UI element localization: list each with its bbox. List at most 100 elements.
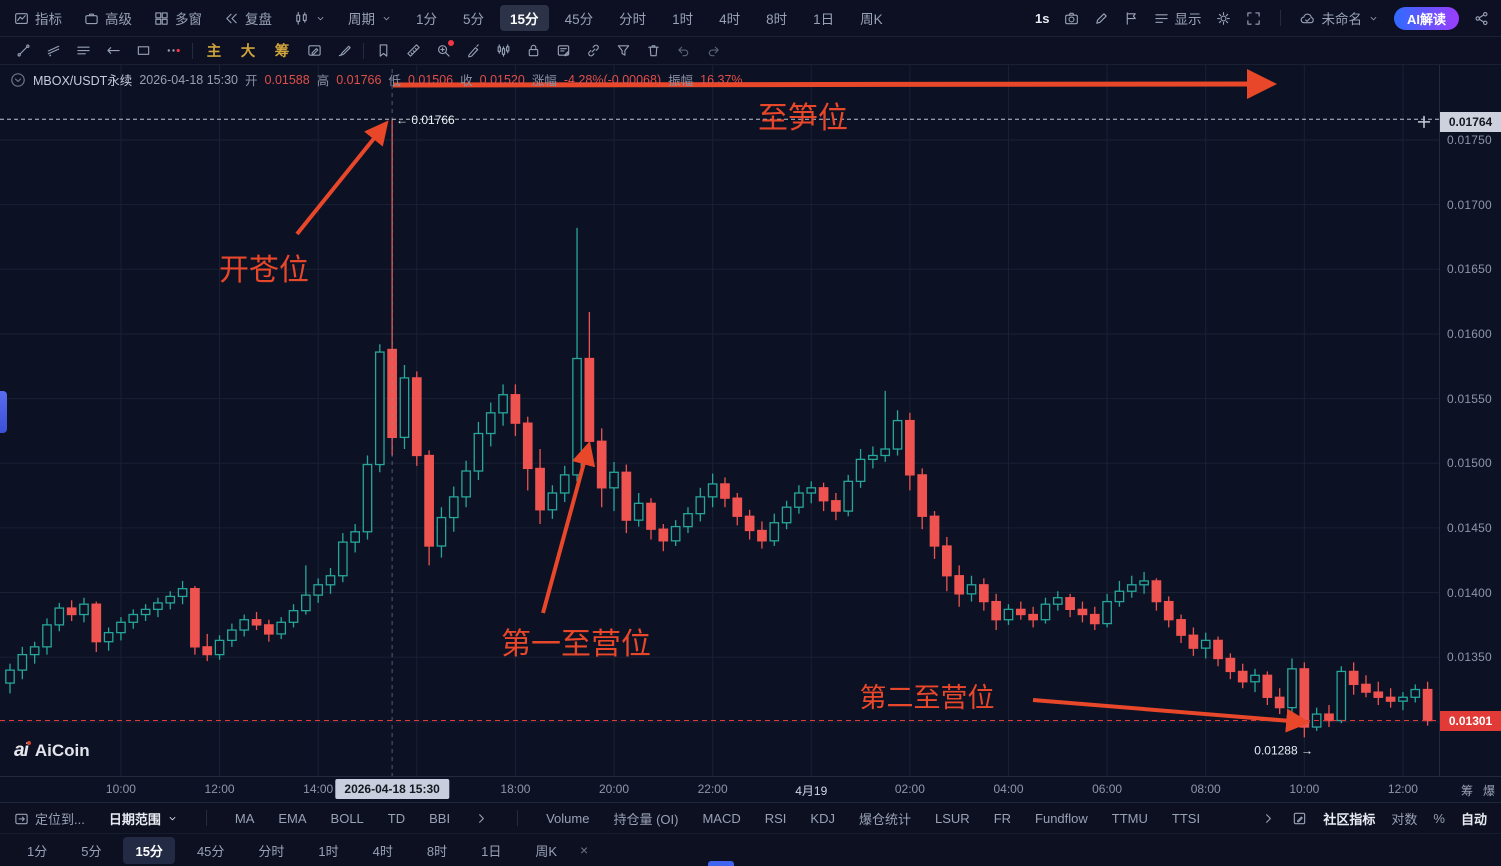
hlines-tool[interactable] [68, 39, 98, 63]
panel-toggle-大[interactable]: 大 [240, 44, 256, 60]
crosshair-handle-icon[interactable] [1418, 115, 1430, 128]
community-indicators-button[interactable]: 社区指标 [1323, 811, 1376, 827]
lock-tool[interactable] [518, 39, 548, 63]
dots-tool[interactable] [158, 39, 188, 63]
overlay-BOLL[interactable]: BOLL [330, 810, 364, 826]
timeframe-分时[interactable]: 分时 [619, 12, 647, 27]
locate-button[interactable]: 定位到... [14, 809, 85, 828]
note-tool[interactable] [548, 39, 578, 63]
pencil-icon[interactable] [1094, 11, 1109, 26]
trash-tool[interactable] [638, 39, 668, 63]
period-selector[interactable]: 周期 [337, 8, 403, 28]
overlay-BBI[interactable]: BBI [429, 810, 451, 826]
indicator-爆仓统计[interactable]: 爆仓统计 [858, 811, 911, 827]
annotation-text[interactable]: 第二至营位 [860, 683, 995, 713]
corner-toggle-筹[interactable]: 筹 [1460, 784, 1473, 798]
symbol-name[interactable]: MBOX/USDT永续 [33, 74, 133, 88]
indicator-KDJ[interactable]: KDJ [810, 810, 835, 826]
crossarrow-tool[interactable] [98, 39, 128, 63]
timeframe-1分[interactable]: 1分 [416, 12, 438, 27]
overlays-more-button[interactable] [474, 811, 489, 826]
redo-tool[interactable] [698, 39, 728, 63]
bottom-timeframe-1日[interactable]: 1日 [481, 843, 502, 859]
bottom-timeframe-8时[interactable]: 8时 [426, 843, 448, 859]
menu-replay[interactable]: 复盘 [213, 8, 283, 28]
collapse-toggle-icon[interactable] [10, 72, 26, 88]
panel-toggle-主[interactable]: 主 [206, 44, 222, 60]
panel-toggle-筹[interactable]: 筹 [274, 44, 290, 60]
bottom-timeframe-5分[interactable]: 5分 [81, 843, 102, 859]
annotation-text[interactable]: 至笋位 [758, 102, 848, 135]
indicator-持仓量OI[interactable]: 持仓量 (OI) [613, 811, 679, 827]
timeframe-8时[interactable]: 8时 [766, 12, 788, 27]
annotation-arrow[interactable] [541, 441, 596, 614]
parallel-tool[interactable] [38, 39, 68, 63]
overlay-TD[interactable]: TD [387, 810, 406, 826]
overlay-EMA[interactable]: EMA [278, 810, 307, 826]
time-axis[interactable]: 10:00 12:00 14:00 18:00 20:00 22:00 4月19 02:00 0… [0, 776, 1501, 802]
brush-tool[interactable] [329, 39, 359, 63]
indicator-TTMU[interactable]: TTMU [1111, 810, 1148, 826]
flag-icon[interactable] [1124, 11, 1139, 26]
log-scale-button[interactable]: 对数 [1391, 811, 1418, 827]
annotation-arrow[interactable] [1032, 698, 1311, 733]
ruler-tool[interactable] [398, 39, 428, 63]
ai-analysis-button[interactable]: AI解读 [1393, 6, 1459, 30]
undo-tool[interactable] [668, 39, 698, 63]
funnel-tool[interactable] [608, 39, 638, 63]
bottom-timeframe-1分[interactable]: 1分 [27, 843, 48, 859]
timeframe-4时[interactable]: 4时 [719, 12, 741, 27]
magnetpen-tool[interactable] [458, 39, 488, 63]
timeframe-周K[interactable]: 周K [860, 12, 883, 27]
auto-scale-button[interactable]: 自动 [1460, 811, 1487, 827]
bottom-timeframe-1时[interactable]: 1时 [318, 843, 339, 859]
display-settings-button[interactable]: 显示 [1154, 8, 1201, 28]
close-timeframe-icon[interactable]: × [580, 842, 589, 858]
indicator-RSI[interactable]: RSI [764, 810, 787, 826]
timeframe-5分[interactable]: 5分 [463, 12, 485, 27]
bottom-timeframe-4时[interactable]: 4时 [372, 843, 393, 859]
chart-type-selector[interactable] [283, 11, 337, 26]
zoomplus-tool[interactable] [428, 39, 458, 63]
gear-icon[interactable] [1216, 11, 1231, 26]
edit-indicators-button[interactable] [1292, 811, 1307, 826]
bottom-timeframe-周K[interactable]: 周K [535, 843, 558, 859]
indicators-more-button[interactable] [1261, 811, 1276, 826]
candles2-tool[interactable] [488, 39, 518, 63]
menu-multiwin[interactable]: 多窗 [143, 8, 213, 28]
timeframe-45分[interactable]: 45分 [564, 12, 594, 27]
indicator-Fundflow[interactable]: Fundflow [1035, 810, 1088, 826]
timeframe-1时[interactable]: 1时 [672, 12, 694, 27]
fullscreen-icon[interactable] [1246, 11, 1261, 26]
layout-selector[interactable]: 未命名 [1300, 8, 1379, 28]
date-range-button[interactable]: 日期范围 [109, 809, 178, 828]
annotation-text[interactable]: 开苍位 [219, 254, 309, 287]
indicator-TTSI[interactable]: TTSI [1171, 810, 1201, 826]
indicator-LSUR[interactable]: LSUR [935, 810, 970, 826]
menu-advanced[interactable]: 高级 [73, 8, 143, 28]
percent-scale-button[interactable]: % [1433, 810, 1445, 826]
candlestick-chart[interactable]: ← 0.01766 0.01288 → 至笋位 开苍位 第一至营位 第二至营位 MBOX/… [0, 65, 1440, 776]
linktool-tool[interactable] [578, 39, 608, 63]
camera-icon[interactable] [1064, 11, 1079, 26]
annotation-arrow[interactable] [295, 120, 389, 236]
recttool-tool[interactable] [128, 39, 158, 63]
indicator-MACD[interactable]: MACD [702, 810, 741, 826]
trendline-tool[interactable] [8, 39, 38, 63]
corner-toggle-爆[interactable]: 爆 [1482, 784, 1495, 798]
indicator-Volume[interactable]: Volume [546, 810, 590, 826]
menu-indicator[interactable]: 指标 [12, 8, 73, 28]
editbox-tool[interactable] [299, 39, 329, 63]
overlay-MA[interactable]: MA [234, 810, 255, 826]
timeframe-1日[interactable]: 1日 [813, 12, 835, 27]
annotation-text[interactable]: 第一至营位 [501, 628, 651, 661]
bottom-timeframe-45分[interactable]: 45分 [196, 843, 225, 859]
timeframe-15分[interactable]: 15分 [500, 5, 549, 31]
bottom-timeframe-15分[interactable]: 15分 [123, 836, 175, 864]
bottom-timeframe-分时[interactable]: 分时 [258, 843, 285, 859]
share-icon[interactable] [1474, 11, 1489, 26]
price-axis[interactable]: 0.01750 0.01700 0.01650 0.01600 0.01550 0.015… [1439, 65, 1501, 776]
side-panel-handle[interactable] [0, 391, 7, 433]
bookmark-tool[interactable] [368, 39, 398, 63]
annotation-arrow[interactable] [392, 69, 1277, 100]
